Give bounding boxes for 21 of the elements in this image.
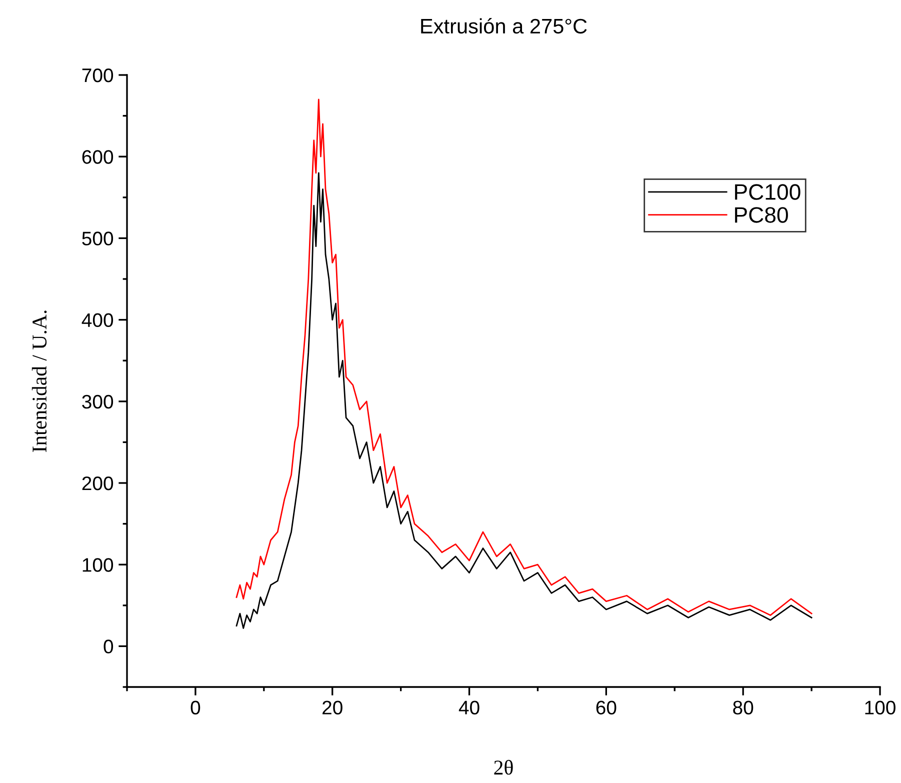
y-tick-label: 0 (104, 640, 114, 654)
y-tick-label: 200 (82, 476, 114, 490)
y-tick-label: 100 (82, 558, 114, 572)
y-tick-label: 700 (82, 68, 114, 82)
x-tick-label: 20 (322, 700, 342, 714)
x-tick-label: 60 (596, 700, 616, 714)
y-tick-label: 400 (82, 313, 114, 328)
x-tick-label: 80 (733, 700, 754, 714)
y-tick-label: 600 (82, 150, 114, 164)
y-axis-title: Intensidad / U.A. (32, 310, 47, 452)
x-axis-title: 2θ (494, 760, 513, 775)
x-tick-label: 40 (458, 700, 480, 714)
x-tick-label: 100 (865, 700, 896, 714)
chart-title: Extrusión a 275°C (421, 18, 587, 34)
legend-label: PC80 (735, 207, 788, 223)
line-series (236, 98, 812, 616)
y-tick-label: 500 (82, 232, 114, 246)
line-series (236, 172, 812, 629)
y-tick-label: 300 (82, 394, 114, 409)
legend-label: PC100 (735, 184, 800, 200)
x-tick-label: 0 (190, 700, 200, 714)
